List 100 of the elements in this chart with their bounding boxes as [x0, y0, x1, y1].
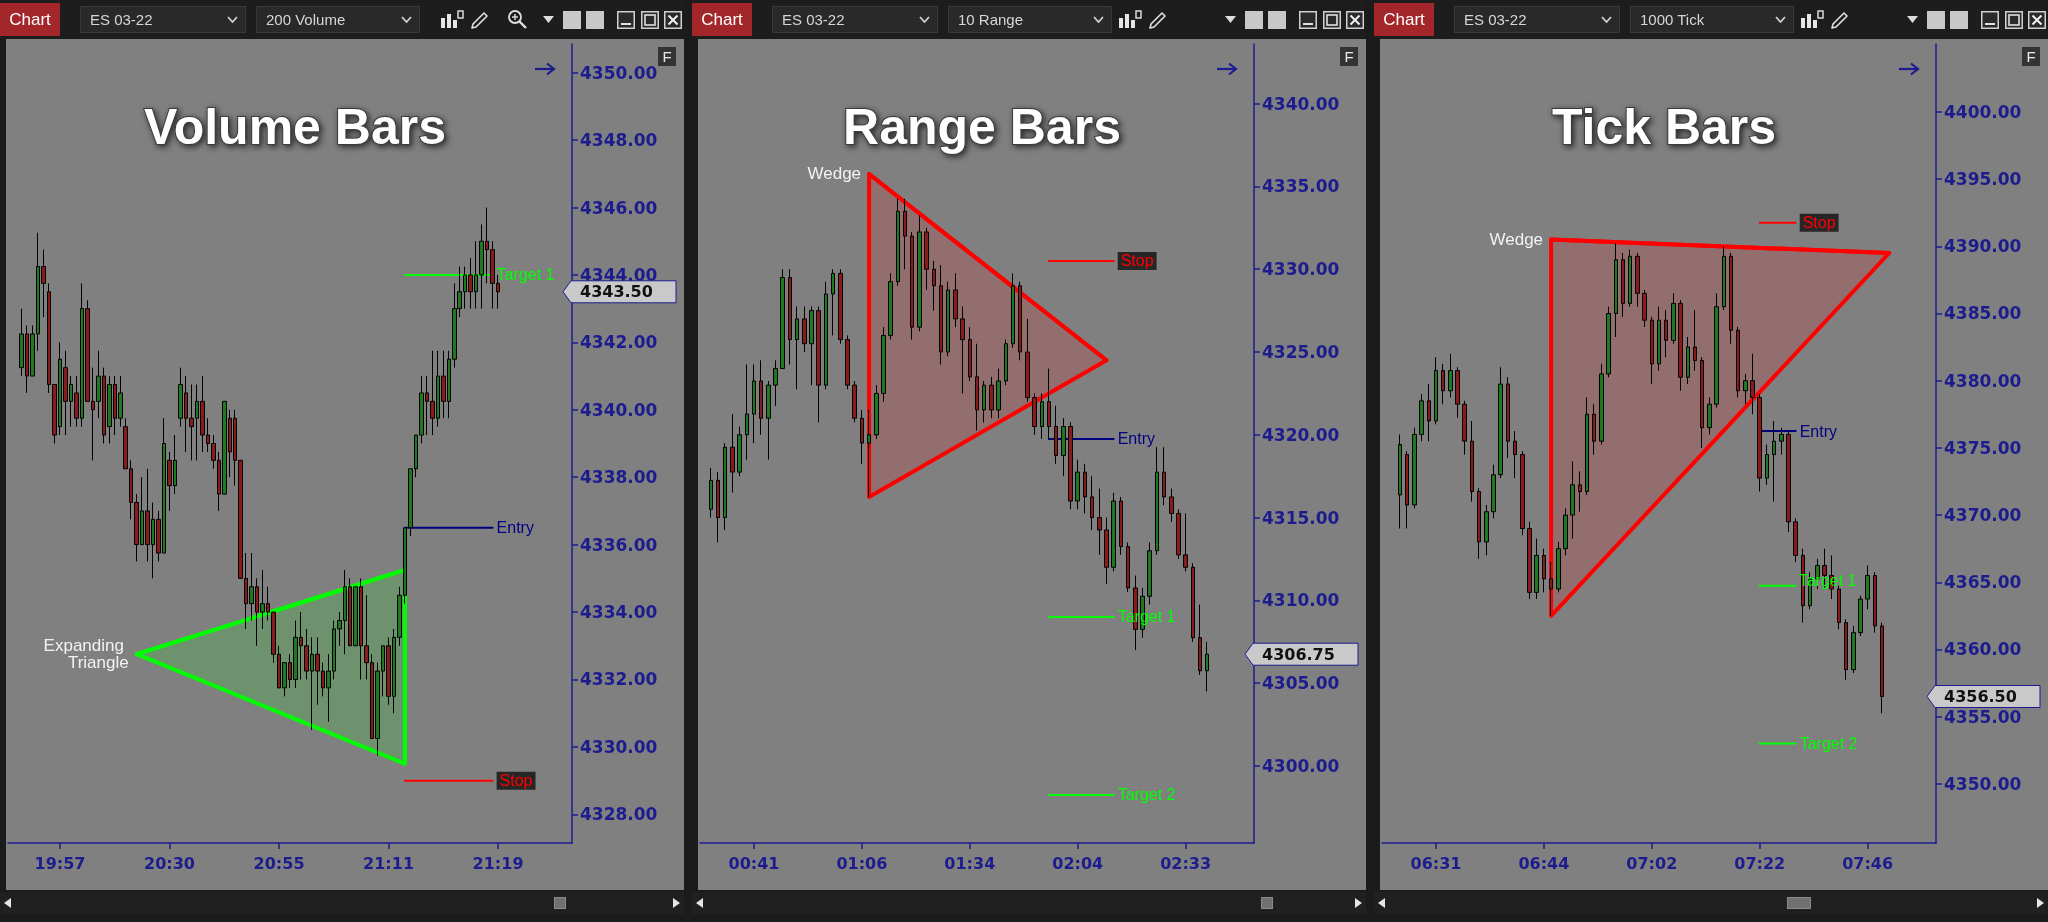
candlestick [1707, 396, 1712, 435]
y-tick-label: 4320.00 [1262, 424, 1340, 445]
candlestick [1470, 420, 1474, 503]
y-tick-label: 4332.00 [580, 669, 658, 690]
candlestick [1722, 245, 1726, 311]
candlestick [1104, 517, 1109, 585]
candlestick [1455, 366, 1460, 419]
x-tick-label: 20:55 [253, 853, 305, 873]
candlestick [975, 343, 979, 432]
candlestick [1061, 417, 1066, 477]
y-tick-label: 4338.00 [580, 467, 658, 488]
text: 4306.75 [1262, 644, 1335, 664]
y-tick-label: 4385.00 [1944, 303, 2022, 324]
series-label: Target 2 [1799, 735, 1858, 753]
candlestick [730, 413, 735, 494]
candlestick [1032, 392, 1037, 436]
candlestick [795, 305, 799, 390]
candlestick [1147, 541, 1152, 606]
y-tick-label: 4400.00 [1944, 101, 2022, 122]
candlestick [1025, 318, 1030, 403]
button: F [2022, 47, 2040, 66]
candlestick [860, 409, 864, 465]
candlestick [1162, 446, 1166, 506]
candlestick [1729, 252, 1733, 345]
y-tick-label: 4390.00 [1944, 236, 2022, 257]
candlestick [716, 471, 720, 543]
dropdown: 10 Range [948, 6, 1112, 33]
candlestick [953, 272, 958, 328]
candlestick [809, 305, 814, 386]
candlestick [1513, 430, 1517, 479]
candlestick [1075, 459, 1080, 510]
candlestick [960, 305, 965, 394]
candlestick [1563, 507, 1568, 556]
candlestick [1642, 289, 1647, 328]
candlestick [1880, 622, 1884, 714]
candlestick [910, 231, 914, 341]
candlestick [867, 409, 871, 498]
x-tick-label: 02:33 [1160, 853, 1212, 873]
x-tick-label: 00:41 [728, 853, 780, 873]
candlestick [1434, 356, 1438, 425]
series-label: Entry [1117, 430, 1156, 448]
candlestick [1491, 464, 1496, 519]
y-tick-label: 4330.00 [1262, 259, 1340, 280]
text: 4356.50 [1944, 687, 2017, 707]
candlestick [1858, 595, 1863, 637]
candlestick [1176, 508, 1181, 560]
y-tick-label: 4305.00 [1262, 673, 1340, 694]
candlestick [737, 426, 742, 477]
candlestick [1419, 393, 1424, 442]
candlestick [1772, 420, 1776, 503]
candlestick [874, 384, 879, 440]
candlestick [1205, 641, 1209, 692]
dropdown: ES 03-22 [1454, 6, 1620, 33]
candlestick [1678, 299, 1683, 392]
y-tick-label: 4330.00 [580, 736, 658, 757]
candlestick [982, 380, 986, 423]
candlestick [1011, 272, 1015, 349]
candlestick [1097, 488, 1102, 556]
candlestick [709, 467, 713, 519]
candlestick [1765, 444, 1769, 486]
text: Tick Bars [1551, 99, 1777, 155]
series-label: Stop [1120, 252, 1154, 270]
y-tick-label: 4336.00 [580, 534, 658, 555]
series-label: Entry [496, 519, 534, 537]
candlestick [1700, 356, 1704, 449]
candlestick [896, 198, 900, 287]
candlestick [1599, 363, 1604, 446]
candlestick [1750, 353, 1755, 415]
candlestick [946, 281, 950, 357]
x-tick-label: 07:46 [1842, 853, 1894, 873]
x-tick-label: 01:34 [944, 853, 996, 873]
dropdown: ES 03-22 [772, 6, 938, 33]
series-label: Target 1 [496, 266, 555, 284]
candlestick [1498, 366, 1503, 479]
x-tick-label: 02:04 [1052, 853, 1104, 873]
candlestick [816, 305, 821, 423]
candlestick [1155, 446, 1159, 556]
candlestick [1650, 316, 1654, 385]
candlestick [1527, 521, 1532, 600]
x-tick-label: 06:44 [1518, 853, 1570, 873]
y-tick-label: 4325.00 [1262, 342, 1340, 363]
candlestick [1198, 604, 1202, 676]
candlestick [1448, 353, 1453, 398]
candlestick [1793, 517, 1798, 563]
x-tick-label: 20:30 [144, 853, 195, 873]
candlestick [1686, 336, 1690, 385]
candlestick [996, 368, 1001, 419]
candlestick [1506, 376, 1510, 459]
candlestick [1570, 460, 1575, 540]
x-tick-label: 21:19 [472, 853, 524, 873]
candlestick [1873, 571, 1877, 634]
y-tick-label: 4370.00 [1944, 505, 2022, 526]
candlestick [1040, 392, 1044, 440]
candlestick [1191, 562, 1195, 643]
candlestick [968, 326, 972, 382]
text: Volume Bars [144, 99, 446, 155]
tab: Chart [0, 3, 60, 36]
candlestick [1169, 488, 1174, 523]
candlestick [1592, 403, 1596, 456]
candlestick [745, 363, 749, 461]
